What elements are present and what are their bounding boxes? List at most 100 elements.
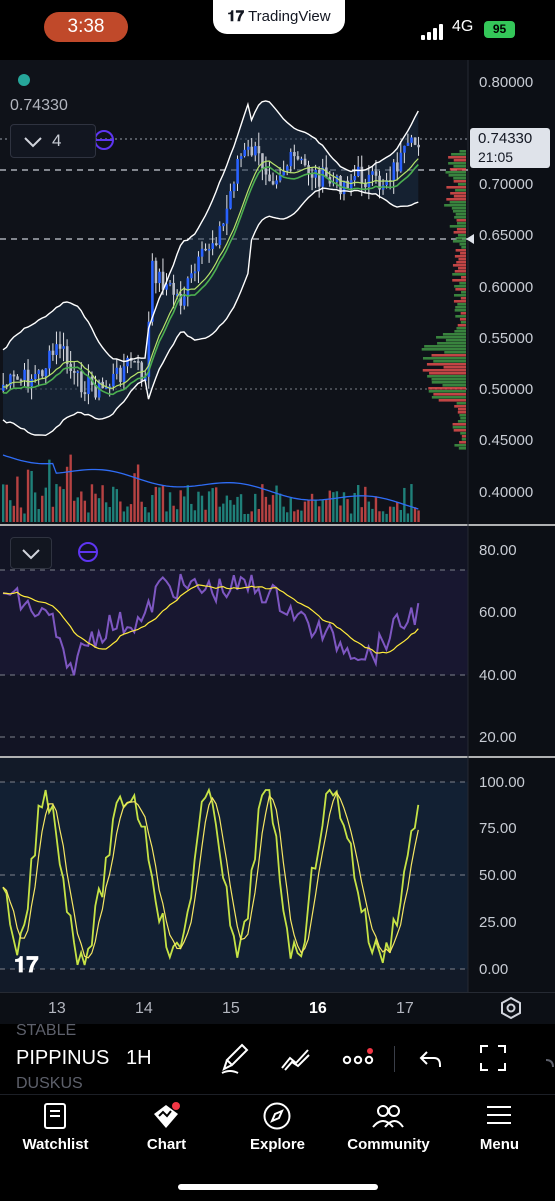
rsi-tick: 60.00 [479, 604, 517, 621]
volume-bar [41, 495, 44, 522]
volume-bar [388, 506, 392, 522]
volume-profile-row [444, 351, 466, 354]
volume-bar [175, 509, 179, 522]
volume-bar [289, 498, 292, 522]
toolbar-divider [394, 1046, 395, 1072]
volume-bar [232, 504, 236, 522]
volume-profile-row [458, 258, 466, 261]
volume-bar [325, 499, 328, 522]
stoch-tick: 0.00 [479, 961, 508, 978]
volume-profile-row [460, 312, 466, 315]
volume-bar [207, 491, 211, 522]
chart-icon [154, 1102, 180, 1128]
volume-profile-row [422, 357, 466, 360]
trend-line-icon[interactable] [280, 1046, 312, 1072]
volume-bar [112, 486, 115, 522]
rsi-ma-line [2, 584, 419, 654]
volume-bar [293, 511, 296, 522]
volume-bar [129, 504, 133, 522]
nav-menu[interactable] [444, 1096, 555, 1166]
tradingview-watermark-icon: 𝟏𝟕 [14, 952, 39, 977]
price-tick: 0.65000 [479, 227, 533, 244]
candle-body [190, 273, 193, 279]
volume-profile-row [459, 150, 466, 153]
candle-body [12, 374, 16, 377]
oscillator-legend-toggle[interactable] [10, 537, 52, 569]
candle-body [357, 166, 360, 176]
volume-bar [144, 507, 147, 522]
nav-watchlist[interactable] [0, 1096, 111, 1166]
volume-bar [268, 504, 271, 522]
volume-profile-row [456, 327, 466, 330]
volume-profile-row [457, 411, 466, 414]
redo-icon[interactable] [544, 1050, 555, 1072]
volume-bar [374, 496, 378, 522]
volume-profile-row [460, 297, 466, 300]
candle-body [278, 175, 282, 181]
candle-body [158, 271, 161, 284]
candle-body [204, 248, 207, 251]
volume-bar [381, 511, 385, 522]
fullscreen-icon[interactable] [479, 1044, 507, 1072]
volume-profile-row [449, 168, 466, 171]
candle-body [257, 146, 261, 154]
volume-profile [421, 150, 466, 450]
interval-selector[interactable]: 1H [126, 1047, 152, 1069]
candle-body [147, 321, 151, 377]
volume-profile-row [453, 300, 466, 303]
brush-icon[interactable] [220, 1042, 250, 1076]
volume-profile-row [455, 249, 466, 252]
nav-menu-label: Menu [479, 1136, 520, 1153]
volume-profile-row [452, 264, 466, 267]
candle-body [275, 180, 278, 185]
volume-profile-row [431, 381, 466, 384]
compass-icon [263, 1102, 291, 1130]
volume-bar [104, 502, 108, 522]
volume-bar [229, 500, 232, 522]
nav-explore[interactable] [222, 1096, 333, 1166]
time-axis[interactable] [0, 992, 555, 1025]
candle-body [268, 174, 271, 182]
volume-profile-row [461, 438, 466, 441]
volume-bar [161, 485, 165, 522]
time-tick: 16 [309, 1000, 327, 1017]
candle-body [300, 158, 303, 161]
volume-bar [271, 495, 275, 522]
volume-profile-row [459, 441, 466, 444]
indicator-legend-toggle[interactable] [10, 124, 96, 158]
time-tick: 17 [396, 1000, 414, 1017]
volume-bar [165, 511, 168, 522]
candle-body [87, 376, 90, 395]
volume-bar [154, 486, 158, 522]
volume-profile-row [442, 333, 466, 336]
volume-bar [396, 502, 399, 522]
nav-chart[interactable] [111, 1096, 222, 1166]
candle-body [193, 271, 197, 274]
volume-profile-row [456, 219, 466, 222]
chart-canvas[interactable]: 0.80000 0.70000 0.65000 0.60000 0.55000 … [0, 60, 555, 992]
volume-profile-row [461, 435, 466, 438]
more-tools-icon[interactable] [342, 1048, 376, 1070]
chart-settings-icon[interactable] [499, 996, 523, 1020]
volume-bar [48, 459, 51, 522]
hamburger-icon [487, 1106, 511, 1124]
symbol-selector[interactable]: PIPPINUS [16, 1047, 110, 1069]
volume-bar [23, 513, 26, 522]
undo-icon[interactable] [418, 1048, 444, 1070]
nav-community[interactable] [333, 1096, 444, 1166]
volume-bar [282, 506, 285, 522]
volume-profile-row [450, 192, 466, 195]
candle-body [144, 376, 147, 382]
candle-body [197, 256, 200, 272]
volume-profile-row [453, 159, 466, 162]
volume-bar [101, 485, 104, 522]
symbol-scroll-prev[interactable]: STABLE [16, 1022, 77, 1039]
symbol-scroll-next[interactable]: DUSKUS [16, 1075, 83, 1092]
candle-body [112, 373, 115, 387]
bottom-navigation [0, 1094, 555, 1201]
candle-body [58, 344, 62, 349]
volume-bar [26, 469, 30, 522]
volume-bar [119, 501, 122, 522]
volume-bar [55, 484, 58, 522]
volume-bar [321, 500, 324, 522]
